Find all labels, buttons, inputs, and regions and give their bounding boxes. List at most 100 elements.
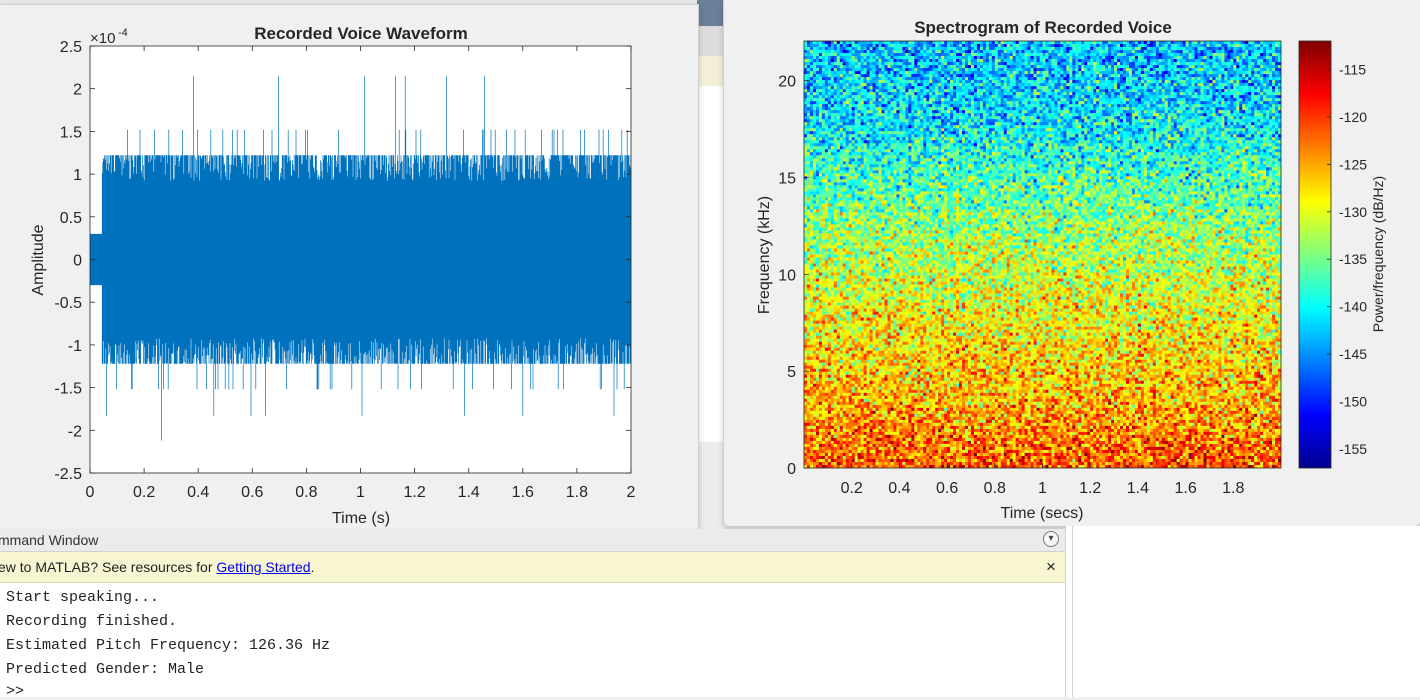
spectrogram-cell bbox=[1040, 80, 1043, 83]
spectrogram-cell bbox=[1233, 86, 1236, 89]
spectrogram-cell bbox=[813, 62, 816, 65]
spectrogram-cell bbox=[920, 92, 923, 95]
spectrogram-cell bbox=[1165, 110, 1168, 113]
spectrogram-cell bbox=[932, 104, 935, 107]
spectrogram-cell bbox=[944, 47, 947, 50]
spectrogram-cell bbox=[837, 80, 840, 83]
spectrogram-cell bbox=[932, 50, 935, 53]
spectrogram-cell bbox=[926, 74, 929, 77]
spectrogram-cell bbox=[1198, 47, 1201, 50]
spectrogram-cell bbox=[834, 68, 837, 71]
spectrogram-cell bbox=[864, 44, 867, 47]
spectrogram-cell bbox=[926, 92, 929, 95]
spectrogram-cell bbox=[896, 104, 899, 107]
spectrogram-cell bbox=[1132, 110, 1135, 113]
y-tick-label: 1 bbox=[73, 167, 82, 184]
spectrogram-cell bbox=[1212, 56, 1215, 59]
spectrogram-cell bbox=[1013, 122, 1016, 125]
spectrogram-cell bbox=[1034, 128, 1037, 131]
spectrogram-cell bbox=[822, 68, 825, 71]
spectrogram-cell bbox=[1177, 86, 1180, 89]
spectrogram-cell bbox=[923, 86, 926, 89]
spectrogram-cell bbox=[1195, 41, 1198, 44]
spectrogram-cell bbox=[932, 98, 935, 101]
spectrogram-cell bbox=[1060, 41, 1063, 44]
spectrogram-cell bbox=[989, 68, 992, 71]
spectrogram-cell bbox=[1203, 80, 1206, 83]
spectrogram-cell bbox=[1186, 101, 1189, 104]
spectrogram-cell bbox=[950, 74, 953, 77]
spectrogram-cell bbox=[840, 71, 843, 74]
spectrogram-cell bbox=[1159, 113, 1162, 116]
spectrogram-cell bbox=[1019, 98, 1022, 101]
spectrogram-cell bbox=[837, 59, 840, 62]
spectrogram-cell bbox=[929, 65, 932, 68]
spectrogram-cell bbox=[1275, 89, 1278, 92]
spectrogram-cell bbox=[1195, 68, 1198, 71]
spectrogram-cell bbox=[905, 116, 908, 119]
spectrogram-cell bbox=[1078, 68, 1081, 71]
spectrogram-cell bbox=[1150, 44, 1153, 47]
spectrogram-cell bbox=[935, 95, 938, 98]
spectrogram-cell bbox=[911, 95, 914, 98]
spectrogram-cell bbox=[873, 71, 876, 74]
spectrogram-cell bbox=[1028, 101, 1031, 104]
spectrogram-cell bbox=[1075, 128, 1078, 131]
spectrogram-cell bbox=[849, 113, 852, 116]
spectrogram-cell bbox=[992, 86, 995, 89]
spectrogram-cell bbox=[1007, 71, 1010, 74]
spectrogram-cell bbox=[1108, 101, 1111, 104]
spectrogram-cell bbox=[1072, 128, 1075, 131]
spectrogram-cell bbox=[813, 83, 816, 86]
spectrogram-cell bbox=[876, 47, 879, 50]
spectrogram-cell bbox=[911, 65, 914, 68]
spectrogram-cell bbox=[971, 74, 974, 77]
spectrogram-cell bbox=[1198, 83, 1201, 86]
spectrogram-cell bbox=[1114, 50, 1117, 53]
spectrogram-cell bbox=[1147, 125, 1150, 128]
spectrogram-cell bbox=[1212, 107, 1215, 110]
spectrogram-cell bbox=[980, 128, 983, 131]
spectrogram-cell bbox=[1108, 110, 1111, 113]
spectrogram-cell bbox=[899, 86, 902, 89]
spectrogram-cell bbox=[831, 44, 834, 47]
spectrogram-cell bbox=[819, 104, 822, 107]
spectrogram-cell bbox=[1120, 74, 1123, 77]
spectrogram-cell bbox=[882, 101, 885, 104]
spectrogram-cell bbox=[932, 131, 935, 134]
spectrogram-heatmap[interactable] bbox=[804, 41, 1281, 468]
spectrogram-cell bbox=[1168, 95, 1171, 98]
spectrogram-cell bbox=[980, 125, 983, 128]
spectrogram-cell bbox=[1236, 68, 1239, 71]
spectrogram-cell bbox=[956, 113, 959, 116]
spectrogram-cell bbox=[1084, 47, 1087, 50]
spectrogram-cell bbox=[1195, 53, 1198, 56]
spectrogram-cell bbox=[1272, 92, 1275, 95]
spectrogram-cell bbox=[807, 104, 810, 107]
spectrogram-cell bbox=[953, 128, 956, 131]
spectrogram-cell bbox=[938, 122, 941, 125]
spectrogram-cell bbox=[1025, 80, 1028, 83]
spectrogram-cell bbox=[1099, 113, 1102, 116]
spectrogram-cell bbox=[1040, 119, 1043, 122]
spectrogram-cell bbox=[1168, 68, 1171, 71]
spectrogram-cell bbox=[1227, 65, 1230, 68]
spectrogram-cell bbox=[965, 53, 968, 56]
spectrogram-cell bbox=[1060, 128, 1063, 131]
spectrogram-cell bbox=[1078, 59, 1081, 62]
spectrogram-cell bbox=[890, 47, 893, 50]
spectrogram-cell bbox=[834, 44, 837, 47]
spectrogram-cell bbox=[1168, 71, 1171, 74]
spectrogram-cell bbox=[965, 104, 968, 107]
spectrogram-cell bbox=[816, 83, 819, 86]
spectrogram-cell bbox=[1177, 56, 1180, 59]
spectrogram-cell bbox=[1004, 95, 1007, 98]
spectrogram-cell bbox=[1269, 98, 1272, 101]
spectrogram-cell bbox=[935, 80, 938, 83]
spectrogram-cell bbox=[864, 65, 867, 68]
spectrogram-cell bbox=[986, 44, 989, 47]
spectrogram-cell bbox=[1186, 89, 1189, 92]
spectrogram-cell bbox=[831, 83, 834, 86]
